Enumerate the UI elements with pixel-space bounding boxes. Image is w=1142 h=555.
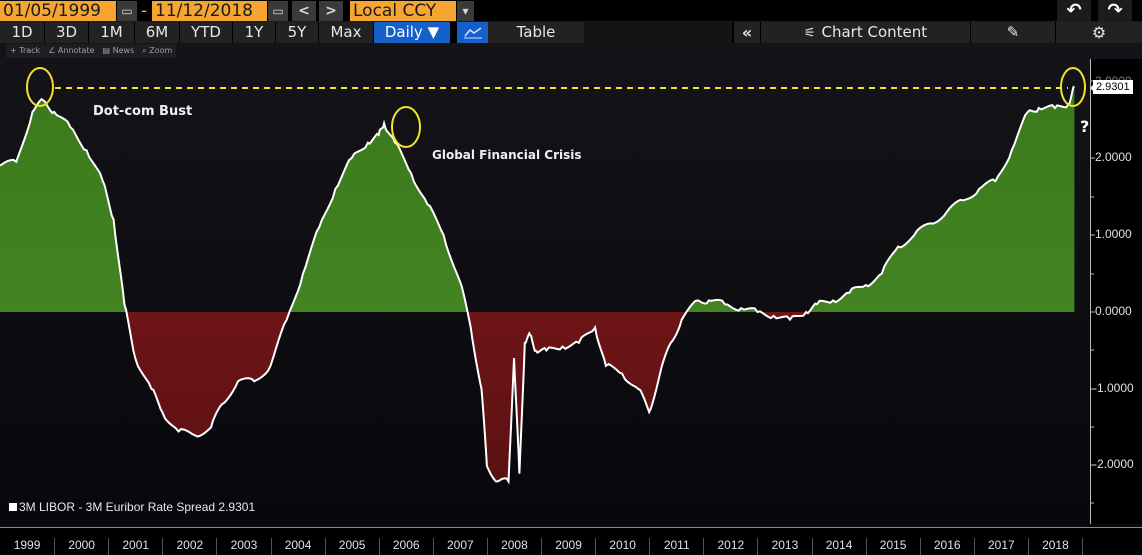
annotation-dotcom: Dot-com Bust — [93, 104, 193, 119]
x-tick: 2013 — [757, 538, 811, 555]
x-axis: 1999 2000 2001 2002 2003 2004 2005 2006 2007 2008… — [0, 527, 1142, 555]
period-max[interactable]: Max — [319, 22, 373, 43]
toolbar-spacer — [584, 22, 732, 43]
x-tick: 2015 — [865, 538, 920, 555]
y-axis — [1090, 59, 1142, 524]
period-ytd[interactable]: YTD — [180, 22, 232, 43]
top-bar: 01/05/1999 ▭ - 11/12/2018 ▭ < > Local CC… — [0, 0, 1142, 22]
calendar-icon[interactable]: ▭ — [117, 1, 137, 21]
area-series — [0, 85, 1075, 485]
period-3d[interactable]: 3D — [45, 22, 88, 43]
date-separator: - — [141, 1, 148, 21]
chart-content-button[interactable]: ⚟ Chart Content — [761, 22, 970, 43]
zoom-tool[interactable]: ⌕ Zoom — [142, 46, 173, 55]
x-tick: 2009 — [541, 538, 595, 555]
next-period-button[interactable]: > — [319, 1, 343, 21]
x-tick: 2011 — [649, 538, 703, 555]
chart-tools-bar: + Track ∠ Annotate ▤ News ⌕ Zoom — [0, 43, 1142, 59]
spread-line — [0, 85, 1075, 485]
y-axis-ticks — [1090, 80, 1095, 504]
x-tick: 2014 — [811, 538, 866, 555]
x-tick: 2003 — [216, 538, 270, 555]
settings-button[interactable]: ⚙ — [1056, 22, 1142, 43]
annotation-question: ? — [1080, 117, 1090, 136]
x-tick: 2008 — [486, 538, 541, 555]
undo-button[interactable]: ↶ — [1057, 0, 1091, 22]
y-tick: 1.0000 — [1095, 227, 1132, 241]
frequency-dropdown[interactable]: Daily ▼ — [374, 22, 450, 43]
highlight-circle-gfc — [391, 106, 421, 148]
y-tick: -2.0000 — [1093, 457, 1134, 471]
period-toolbar: 1D 3D 1M 6M YTD 1Y 5Y Max Daily ▼ Table … — [0, 22, 1142, 43]
last-value-badge: 2.9301 — [1093, 80, 1133, 94]
x-tick: 2002 — [162, 538, 216, 555]
calendar-icon[interactable]: ▭ — [268, 1, 288, 21]
currency-select[interactable]: Local CCY — [350, 1, 456, 21]
period-6m[interactable]: 6M — [135, 22, 179, 43]
positive-area — [0, 86, 1075, 312]
x-tick: 2001 — [108, 538, 162, 555]
y-tick: 2.0000 — [1095, 150, 1132, 164]
collapse-button[interactable]: « — [734, 22, 760, 43]
period-1y[interactable]: 1Y — [233, 22, 275, 43]
negative-area — [0, 312, 1075, 482]
chart-content-label: Chart Content — [821, 23, 928, 41]
prev-period-button[interactable]: < — [292, 1, 316, 21]
x-tick: 2012 — [703, 538, 757, 555]
legend[interactable]: 3M LIBOR - 3M Euribor Rate Spread 2.9301 — [9, 500, 255, 514]
period-1d[interactable]: 1D — [0, 22, 44, 43]
start-date-input[interactable]: 01/05/1999 — [0, 1, 116, 21]
mini-tools: + Track ∠ Annotate ▤ News ⌕ Zoom — [6, 44, 177, 58]
redo-button[interactable]: ↷ — [1098, 0, 1132, 22]
x-tick: 2005 — [324, 538, 379, 555]
edit-icon: ✎ — [1006, 23, 1020, 41]
x-tick: 2016 — [919, 538, 974, 555]
period-1m[interactable]: 1M — [89, 22, 134, 43]
line-chart-icon[interactable] — [457, 22, 488, 43]
highlight-circle-dotcom — [26, 67, 54, 107]
x-tick: 2000 — [54, 538, 108, 555]
end-date-input[interactable]: 11/12/2018 — [152, 1, 267, 21]
annotation-gfc: Global Financial Crisis — [432, 148, 582, 162]
y-tick: 0.0000 — [1095, 304, 1132, 318]
chevron-down-icon[interactable]: ▾ — [457, 1, 474, 21]
chart-content-icon: ⚟ — [803, 26, 816, 41]
x-tick: 2010 — [595, 538, 649, 555]
legend-swatch — [9, 503, 17, 511]
line-chart-glyph — [463, 27, 482, 39]
highlight-circle-current — [1060, 67, 1086, 107]
y-tick: -1.0000 — [1093, 381, 1134, 395]
gear-icon: ⚙ — [1091, 23, 1107, 42]
x-tick: 2007 — [432, 538, 487, 555]
table-button[interactable]: Table — [488, 22, 584, 43]
x-tick: 2018 — [1027, 538, 1082, 555]
legend-label: 3M LIBOR - 3M Euribor Rate Spread 2.9301 — [19, 500, 256, 514]
annotate-tool[interactable]: ∠ Annotate — [48, 46, 95, 55]
track-tool[interactable]: + Track — [10, 46, 41, 55]
x-tick: 2017 — [973, 538, 1028, 555]
news-tool[interactable]: ▤ News — [102, 46, 135, 55]
x-tick: 1999 — [13, 538, 41, 552]
edit-button[interactable]: ✎ — [971, 22, 1055, 43]
x-tick: 2006 — [378, 538, 433, 555]
period-5y[interactable]: 5Y — [276, 22, 318, 43]
x-tick: 2004 — [270, 538, 325, 555]
x-axis-end — [1082, 538, 1092, 555]
